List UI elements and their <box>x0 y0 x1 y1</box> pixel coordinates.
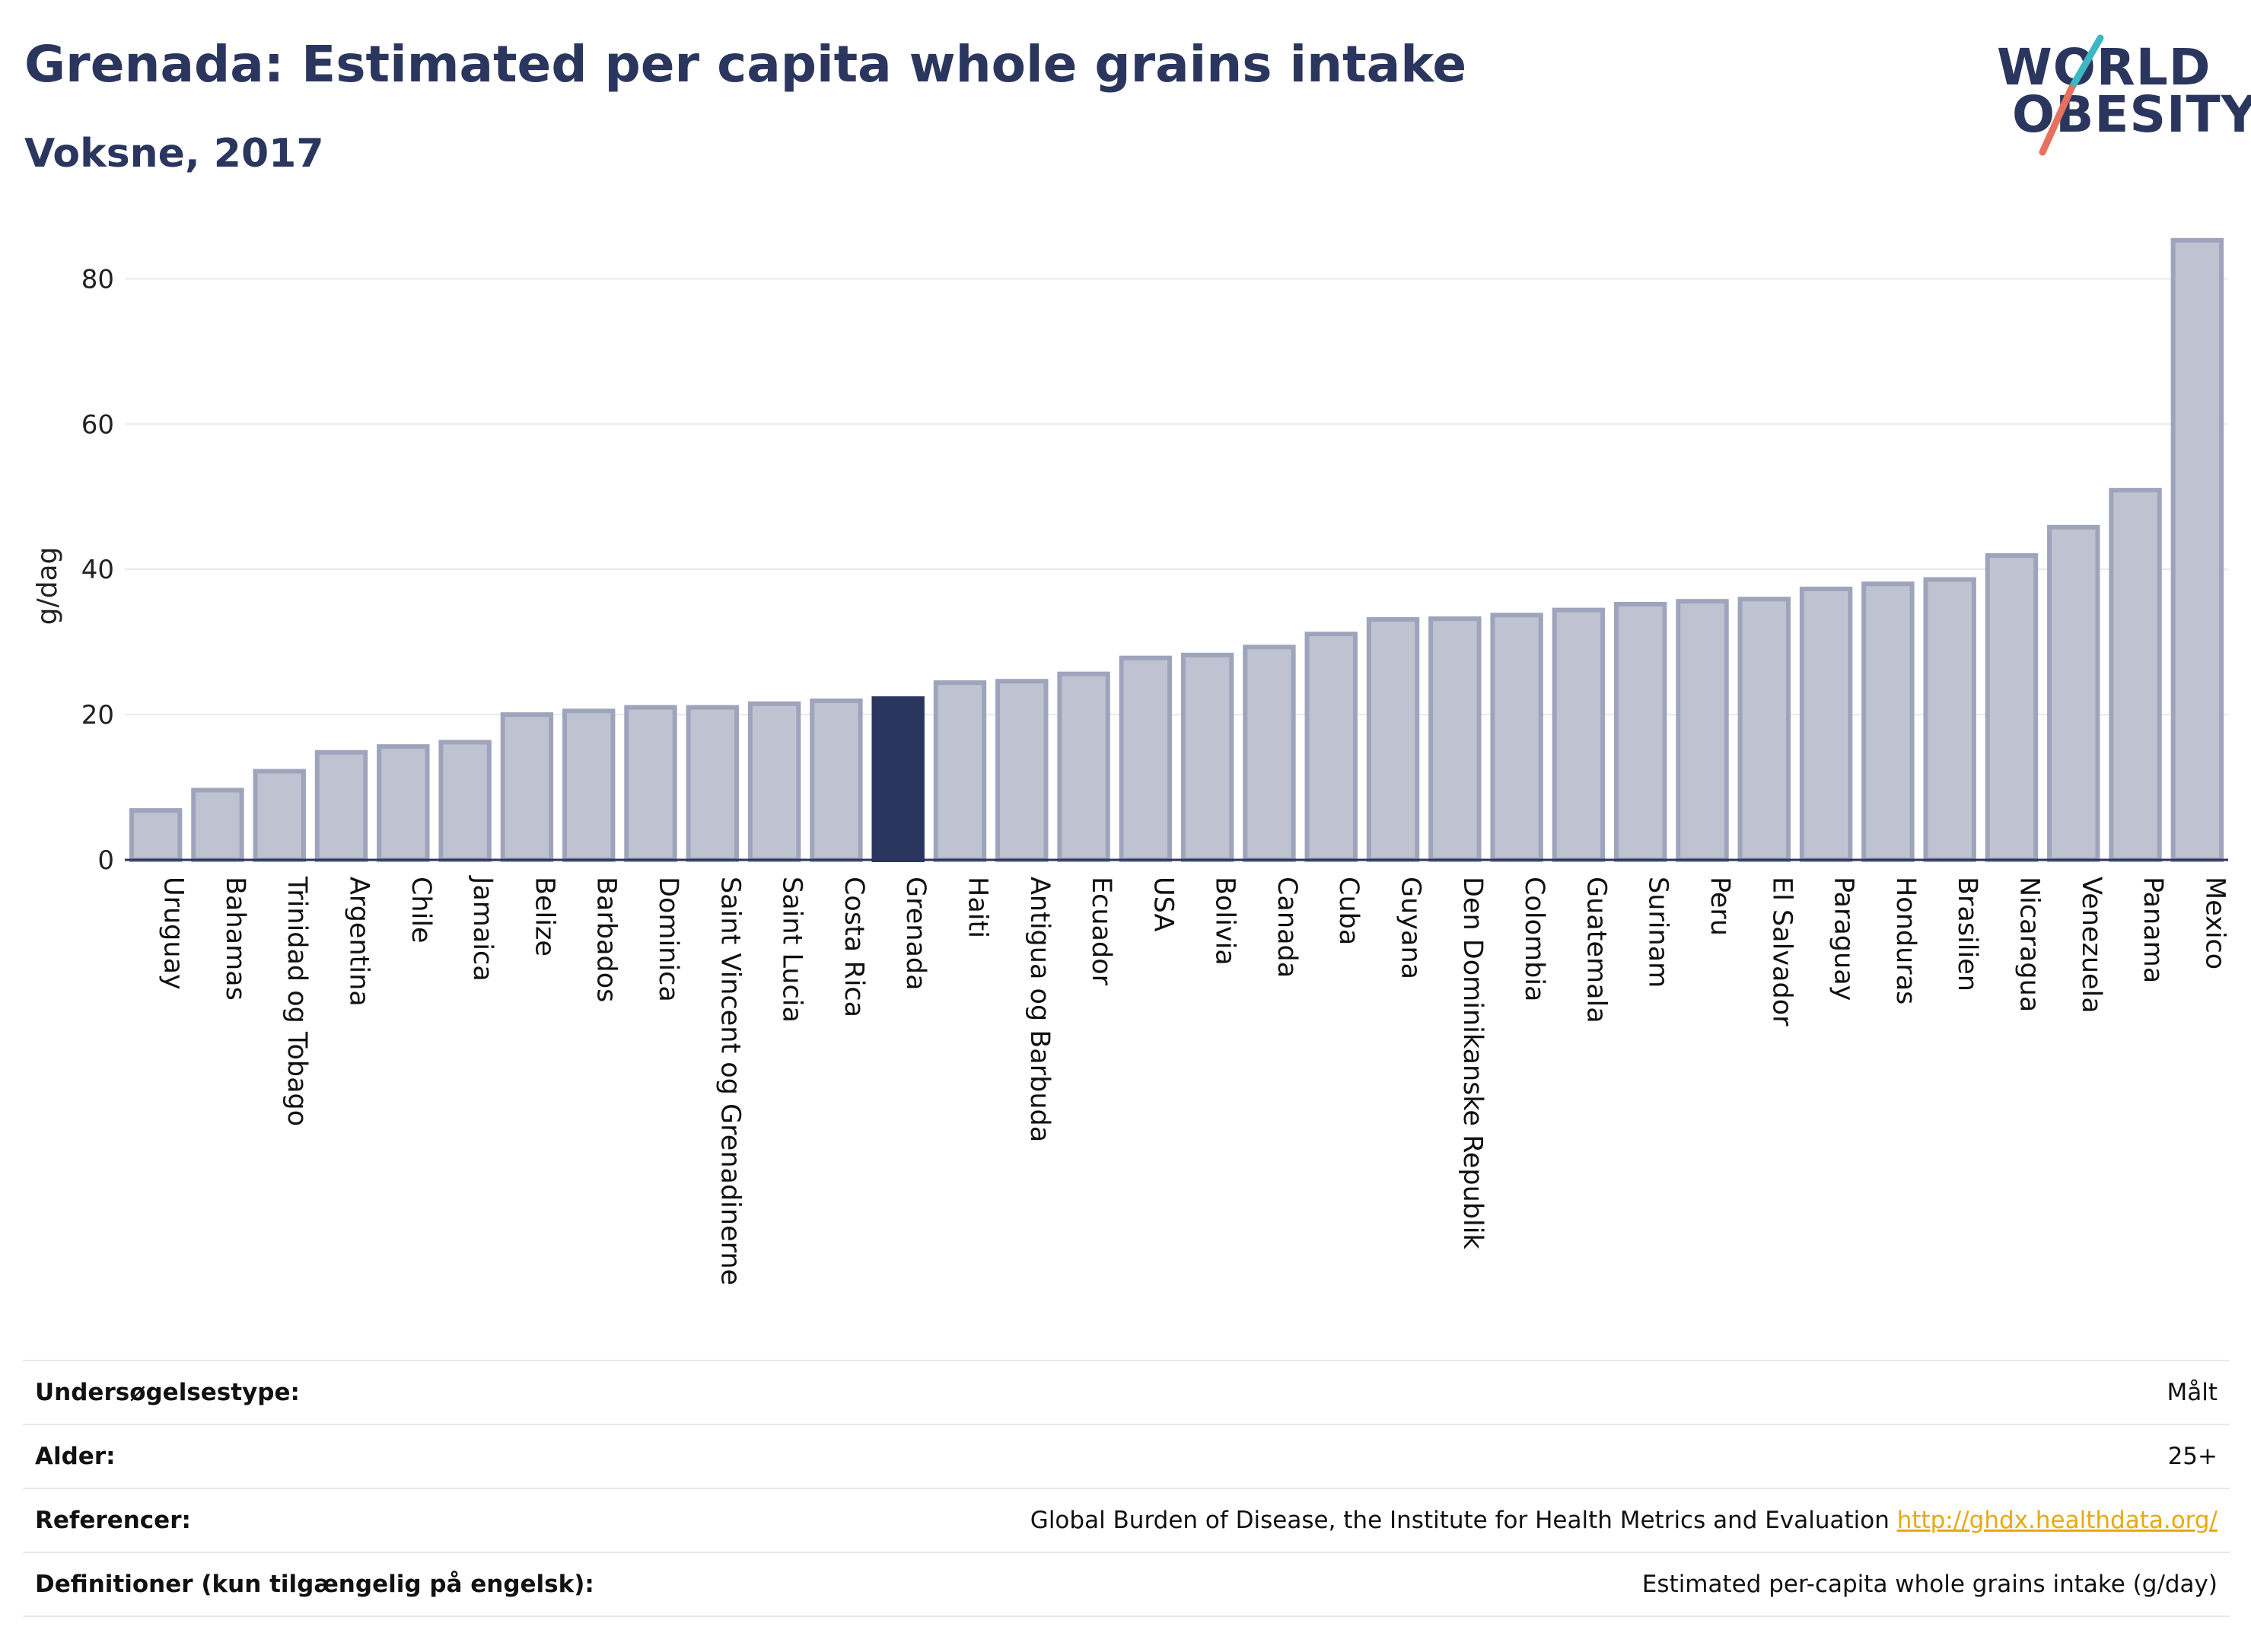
x-tick-label: Trinidad og Tobago <box>282 876 312 1126</box>
y-tick-label: 40 <box>81 555 114 585</box>
meta-value: 25+ <box>2167 1443 2218 1470</box>
y-axis-label: g/dag <box>32 547 63 625</box>
x-tick-label: Costa Rica <box>839 877 869 1017</box>
bar-argentina <box>314 750 368 863</box>
x-tick-label: Den Dominikanske Republik <box>1457 877 1488 1249</box>
x-tick-label: Belize <box>529 877 559 957</box>
bar-nicaragua <box>1985 553 2039 862</box>
y-tick-label: 80 <box>81 264 114 294</box>
bar-honduras <box>1861 581 1915 862</box>
meta-key: Referencer: <box>35 1507 191 1534</box>
x-tick-label: Barbados <box>591 877 622 1002</box>
x-tick-label: Venezuela <box>2076 877 2106 1014</box>
meta-value: Målt <box>2167 1379 2218 1406</box>
bar-usa <box>1119 655 1173 862</box>
x-tick-label: Surinam <box>1643 877 1673 988</box>
bar-uruguay <box>129 808 183 862</box>
x-tick-label: Cuba <box>1333 877 1364 945</box>
bar-canada <box>1243 645 1296 862</box>
meta-value: Estimated per-capita whole grains intake… <box>1641 1571 2218 1598</box>
bar-saint-lucia <box>747 701 801 862</box>
logo-line1: WORLD <box>1997 38 2211 97</box>
x-tick-label: El Salvador <box>1766 877 1797 1027</box>
bar-jamaica <box>438 740 492 863</box>
bar-haiti <box>933 680 987 862</box>
x-tick-label: Uruguay <box>158 877 189 990</box>
x-tick-label: Antigua og Barbuda <box>1024 877 1055 1142</box>
x-tick-label: Panama <box>2138 877 2168 983</box>
y-tick-label: 60 <box>81 409 114 440</box>
bar-venezuela <box>2047 524 2100 862</box>
bar-guatemala <box>1552 607 1606 862</box>
bar-panama <box>2109 488 2162 862</box>
x-tick-label: Saint Vincent og Grenadinerne <box>715 877 745 1285</box>
x-tick-label: Brasilien <box>1952 877 1982 992</box>
x-tick-label: Mexico <box>2199 877 2230 969</box>
bar-belize <box>500 712 554 862</box>
x-tick-label: Guyana <box>1396 877 1426 979</box>
bar-antigua-og-barbuda <box>995 679 1049 862</box>
meta-value: Global Burden of Disease, the Institute … <box>1030 1507 2218 1534</box>
x-tick-label: Peru <box>1705 877 1735 936</box>
y-tick-label: 20 <box>81 700 114 731</box>
logo-slash-icon <box>2039 34 2104 156</box>
meta-row-references: Referencer: Global Burden of Disease, th… <box>23 1488 2230 1552</box>
chart-subtitle: Voksne, 2017 <box>24 131 324 177</box>
bar-barbados <box>562 708 616 862</box>
bar-trinidad-og-tobago <box>253 769 306 863</box>
x-tick-label: Haiti <box>962 877 992 938</box>
bar-bolivia <box>1180 652 1234 862</box>
x-tick-label: Nicaragua <box>2014 877 2044 1012</box>
metadata-table: Undersøgelsestype: Målt Alder: 25+ Refer… <box>23 1360 2230 1617</box>
bar-el-salvador <box>1737 597 1791 862</box>
x-tick-label: Chile <box>406 877 436 944</box>
y-tick-label: 0 <box>97 845 114 876</box>
meta-row-definitions: Definitioner (kun tilgængelig på engelsk… <box>23 1552 2230 1617</box>
reference-link[interactable]: http://ghdx.healthdata.org/ <box>1896 1507 2218 1534</box>
x-tick-label: Colombia <box>1519 877 1549 1001</box>
x-tick-label: Saint Lucia <box>777 877 807 1023</box>
bar-den-dominikanske-republik <box>1428 616 1482 862</box>
meta-key: Definitioner (kun tilgængelig på engelsk… <box>35 1571 594 1598</box>
bar-dominica <box>624 705 677 863</box>
bar-chile <box>377 744 430 862</box>
bar-brasilien <box>1923 577 1976 863</box>
x-tick-label: Jamaica <box>467 875 498 982</box>
bar-chart: 0 20 40 60 80 g/dag Uruguay Bahamas Trinidad og … <box>32 237 2230 1285</box>
bar-surinam <box>1614 602 1667 862</box>
bar-saint-vincent-og-grenadinerne <box>686 705 739 863</box>
x-tick-label: Argentina <box>344 877 374 1007</box>
x-tick-label: Honduras <box>1890 877 1921 1004</box>
world-obesity-logo: WORLD OBESITY <box>1986 23 2251 160</box>
meta-key: Alder: <box>35 1443 116 1470</box>
meta-row-survey-type: Undersøgelsestype: Målt <box>23 1360 2230 1424</box>
bar-colombia <box>1490 613 1543 862</box>
bar-cuba <box>1304 632 1358 862</box>
bar-costa-rica <box>810 698 863 862</box>
x-tick-label: Dominica <box>653 877 683 1002</box>
bar-grenada <box>871 696 925 862</box>
meta-row-age: Alder: 25+ <box>23 1424 2230 1488</box>
reference-text: Global Burden of Disease, the Institute … <box>1030 1507 1890 1534</box>
bar-mexico <box>2170 237 2224 863</box>
bar-ecuador <box>1057 671 1110 862</box>
x-tick-label: Ecuador <box>1086 877 1116 986</box>
x-tick-label: Bolivia <box>1210 877 1240 966</box>
bar-paraguay <box>1799 586 1853 862</box>
x-tick-label: Guatemala <box>1581 877 1611 1023</box>
meta-key: Undersøgelsestype: <box>35 1379 300 1406</box>
x-tick-label: USA <box>1148 877 1178 931</box>
x-tick-label: Paraguay <box>1829 877 1859 1001</box>
bar-peru <box>1676 599 1729 862</box>
bar-bahamas <box>191 788 244 863</box>
x-tick-label: Bahamas <box>220 877 250 1001</box>
chart-title: Grenada: Estimated per capita whole grai… <box>24 35 1467 94</box>
bar-guyana <box>1366 617 1420 863</box>
x-tick-label: Grenada <box>900 877 931 991</box>
x-tick-label: Canada <box>1272 877 1302 978</box>
